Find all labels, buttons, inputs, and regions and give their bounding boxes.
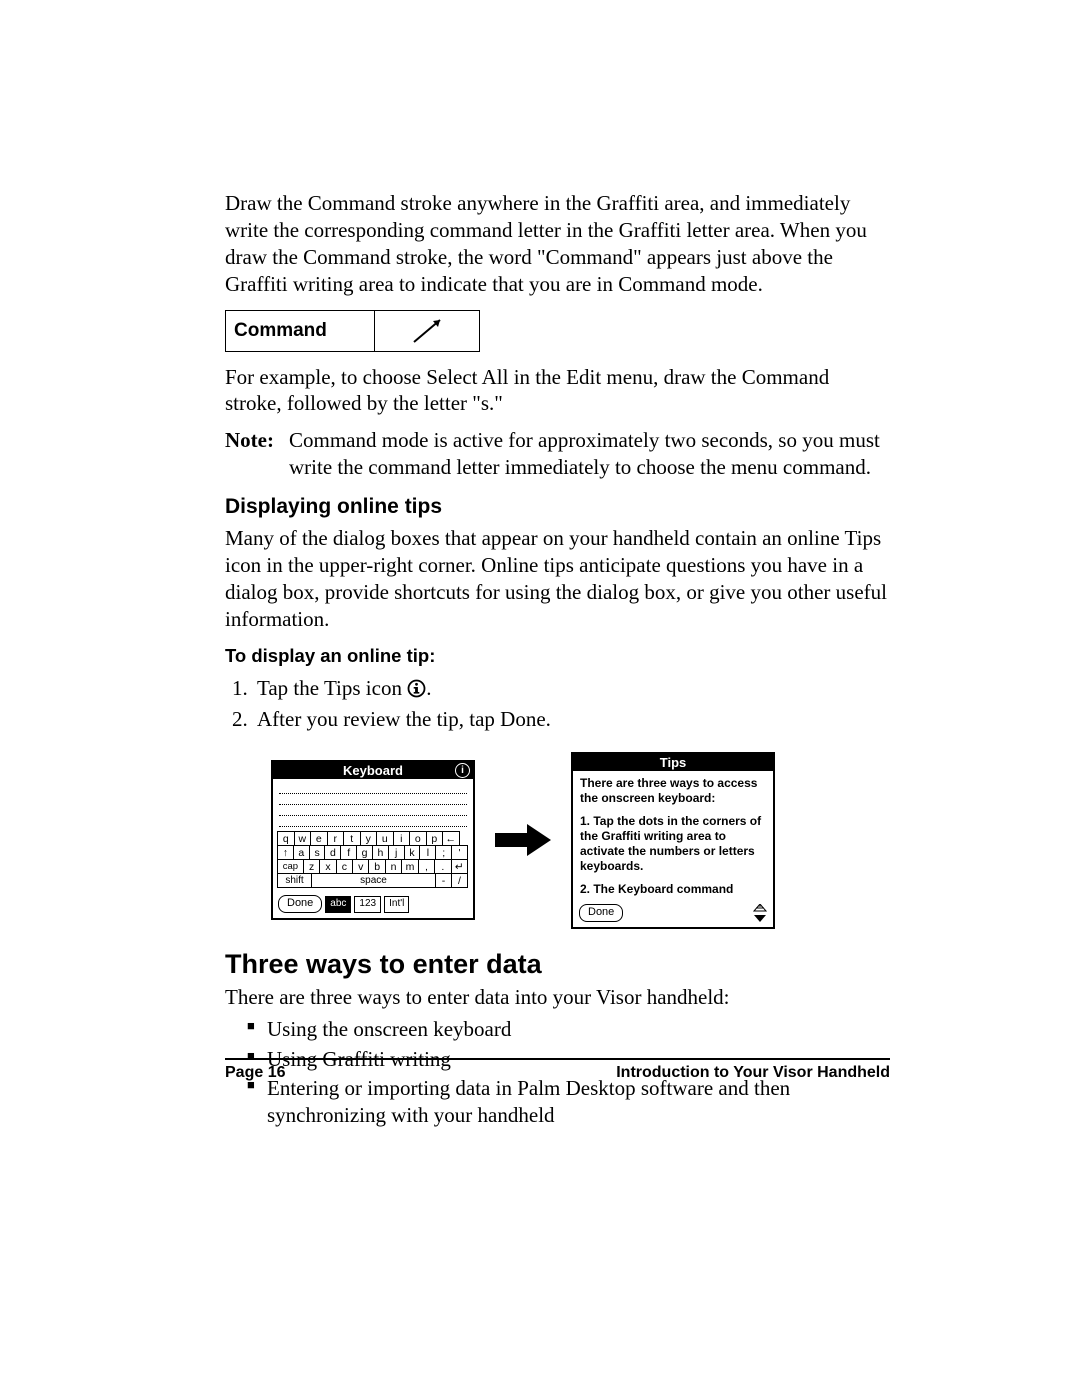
command-stroke-figure: Command xyxy=(225,310,890,352)
key[interactable]: m xyxy=(401,859,418,874)
step-text-suffix: . xyxy=(426,676,431,700)
key[interactable]: e xyxy=(310,831,328,846)
text-line xyxy=(279,794,467,805)
key[interactable]: a xyxy=(293,845,310,860)
key[interactable]: ↵ xyxy=(451,859,468,874)
paragraph: For example, to choose Select All in the… xyxy=(225,364,890,418)
step-item: After you review the tip, tap Done. xyxy=(253,704,890,736)
bullet-item: Using the onscreen keyboard xyxy=(247,1016,890,1043)
key[interactable]: t xyxy=(343,831,361,846)
paragraph: Draw the Command stroke anywhere in the … xyxy=(225,190,890,298)
info-icon[interactable]: i xyxy=(455,763,470,778)
scroll-arrows-icon[interactable] xyxy=(753,904,767,922)
key[interactable]: i xyxy=(393,831,411,846)
key[interactable]: h xyxy=(372,845,389,860)
heading-displaying-tips: Displaying online tips xyxy=(225,495,890,519)
heading-three-ways: Three ways to enter data xyxy=(225,949,890,980)
step-text: Tap the Tips icon xyxy=(257,676,407,700)
arrow-icon xyxy=(495,824,551,856)
key[interactable]: ' xyxy=(451,845,468,860)
key-row: shift space - / xyxy=(278,874,468,888)
paragraph: There are three ways to enter data into … xyxy=(225,984,890,1011)
command-stroke-cell xyxy=(375,310,480,352)
heading-to-display-tip: To display an online tip: xyxy=(225,645,890,667)
keyboard-text-area[interactable] xyxy=(273,779,473,829)
key[interactable]: o xyxy=(409,831,427,846)
note-body: Command mode is active for approximately… xyxy=(289,427,890,481)
tips-body: There are three ways to access the onscr… xyxy=(573,771,773,904)
tips-info-icon xyxy=(407,679,426,698)
tab-abc[interactable]: abc xyxy=(325,896,351,913)
key-space[interactable]: space xyxy=(311,873,436,888)
key[interactable]: x xyxy=(319,859,336,874)
command-stroke-icon xyxy=(402,314,452,348)
key[interactable]: k xyxy=(404,845,421,860)
key[interactable]: r xyxy=(327,831,345,846)
done-button[interactable]: Done xyxy=(278,895,322,913)
keyboard-screen: Keyboard i qwertyuiop← ↑asdfghjkl;' capz… xyxy=(271,760,475,920)
text-line xyxy=(279,805,467,816)
key[interactable]: z xyxy=(303,859,320,874)
note-label: Note: xyxy=(225,427,289,481)
keyboard-bottom-row: Done abc 123 Int'l xyxy=(273,893,473,918)
text-line xyxy=(279,816,467,827)
steps-list: Tap the Tips icon . After you review the… xyxy=(225,673,890,736)
key[interactable]: l xyxy=(419,845,436,860)
tips-text: 1. Tap the dots in the corners of the Gr… xyxy=(580,814,766,874)
key-dash[interactable]: - xyxy=(435,873,452,888)
key[interactable]: , xyxy=(418,859,435,874)
keyboard-title-bar: Keyboard i xyxy=(273,762,473,779)
screenshots-row: Keyboard i qwertyuiop← ↑asdfghjkl;' capz… xyxy=(271,752,890,929)
key[interactable]: g xyxy=(356,845,373,860)
keyboard-keys: qwertyuiop← ↑asdfghjkl;' capzxcvbnm,.↵ s… xyxy=(273,829,473,893)
done-button[interactable]: Done xyxy=(579,904,623,922)
key[interactable]: u xyxy=(376,831,394,846)
tab-123[interactable]: 123 xyxy=(354,896,381,913)
key[interactable]: n xyxy=(385,859,402,874)
key[interactable]: w xyxy=(294,831,312,846)
key-row: capzxcvbnm,.↵ xyxy=(278,860,468,874)
key[interactable]: . xyxy=(434,859,451,874)
text-line xyxy=(279,783,467,794)
key[interactable]: v xyxy=(352,859,369,874)
tips-bottom-row: Done xyxy=(573,904,773,927)
keyboard-title: Keyboard xyxy=(343,763,403,778)
tips-text: There are three ways to access the onscr… xyxy=(580,776,766,806)
key[interactable]: ; xyxy=(435,845,452,860)
key[interactable]: b xyxy=(368,859,385,874)
key[interactable]: j xyxy=(388,845,405,860)
key[interactable]: s xyxy=(309,845,326,860)
key[interactable]: f xyxy=(340,845,357,860)
key-shift[interactable]: shift xyxy=(277,873,312,888)
key[interactable]: q xyxy=(277,831,295,846)
key[interactable]: ← xyxy=(442,831,460,846)
step-item: Tap the Tips icon . xyxy=(253,673,890,705)
key[interactable]: c xyxy=(336,859,353,874)
command-label-cell: Command xyxy=(225,310,375,352)
paragraph: Many of the dialog boxes that appear on … xyxy=(225,525,890,633)
key[interactable]: ↑ xyxy=(277,845,294,860)
key-row: ↑asdfghjkl;' xyxy=(278,846,468,860)
page-number: Page 16 xyxy=(225,1064,285,1082)
key[interactable]: p xyxy=(426,831,444,846)
note-block: Note: Command mode is active for approxi… xyxy=(225,427,890,481)
key-row: qwertyuiop← xyxy=(278,832,468,846)
page-footer: Page 16 Introduction to Your Visor Handh… xyxy=(225,1058,890,1082)
tips-text: 2. The Keyboard command xyxy=(580,882,766,897)
key[interactable]: d xyxy=(324,845,341,860)
chapter-title: Introduction to Your Visor Handheld xyxy=(616,1064,890,1082)
key[interactable]: cap xyxy=(277,859,304,874)
key[interactable]: y xyxy=(360,831,378,846)
manual-page: Draw the Command stroke anywhere in the … xyxy=(0,0,1080,1397)
bullet-item: Entering or importing data in Palm Deskt… xyxy=(247,1075,890,1130)
tips-screen: Tips There are three ways to access the … xyxy=(571,752,775,929)
tab-intl[interactable]: Int'l xyxy=(384,896,409,913)
tips-title-bar: Tips xyxy=(573,754,773,771)
key-slash[interactable]: / xyxy=(451,873,468,888)
